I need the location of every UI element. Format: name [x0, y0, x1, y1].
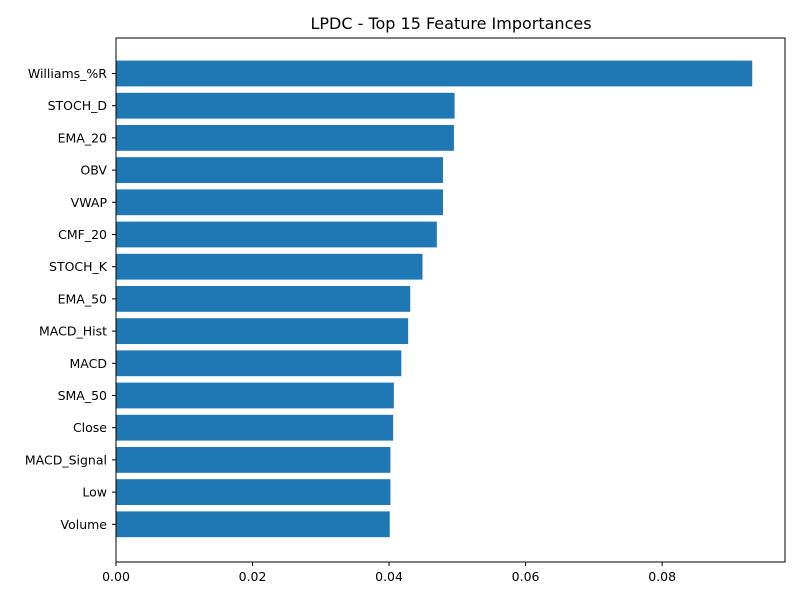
- bar-4: [116, 189, 443, 216]
- bar-9: [116, 350, 402, 377]
- bar-14: [116, 511, 390, 538]
- bar-6: [116, 253, 423, 280]
- y-tick-label: STOCH_K: [49, 259, 108, 274]
- y-tick-label: Close: [73, 420, 107, 435]
- x-ticks: 0.00 0.02 0.04 0.06 0.08: [102, 562, 676, 584]
- bar-11: [116, 414, 394, 441]
- x-tick-label: 0.06: [512, 569, 540, 584]
- y-tick-label: OBV: [80, 163, 107, 178]
- y-tick-label: STOCH_D: [48, 98, 107, 113]
- bar-2: [116, 125, 454, 151]
- bar-5: [116, 221, 437, 248]
- y-tick-label: MACD_Signal: [25, 452, 107, 467]
- x-tick-label: 0.04: [375, 569, 403, 584]
- bar-12: [116, 447, 391, 473]
- y-tick-label: MACD: [70, 356, 107, 371]
- y-tick-label: Low: [82, 485, 107, 500]
- bar-8: [116, 318, 409, 344]
- bars-group: [116, 60, 753, 538]
- bar-3: [116, 157, 443, 183]
- bar-7: [116, 286, 411, 312]
- x-tick-label: 0.08: [648, 569, 676, 584]
- bar-13: [116, 479, 391, 505]
- y-tick-labels: Williams_%R STOCH_D EMA_20 OBV VWAP CMF_20 STO…: [25, 66, 116, 532]
- y-tick-label: EMA_50: [58, 291, 107, 306]
- plot-frame: [115, 37, 786, 563]
- bar-1: [116, 92, 455, 119]
- y-tick-label: CMF_20: [58, 227, 107, 242]
- y-tick-label: EMA_20: [58, 130, 107, 145]
- x-tick-label: 0.02: [239, 569, 267, 584]
- chart-title: LPDC - Top 15 Feature Importances: [310, 14, 591, 33]
- y-tick-label: VWAP: [71, 195, 108, 210]
- y-tick-label: Williams_%R: [28, 66, 107, 81]
- bar-0: [116, 60, 753, 87]
- y-tick-label: SMA_50: [58, 388, 107, 403]
- y-tick-label: MACD_Hist: [39, 324, 107, 339]
- y-tick-label: Volume: [61, 517, 108, 532]
- x-tick-label: 0.00: [102, 569, 130, 584]
- bar-10: [116, 382, 394, 409]
